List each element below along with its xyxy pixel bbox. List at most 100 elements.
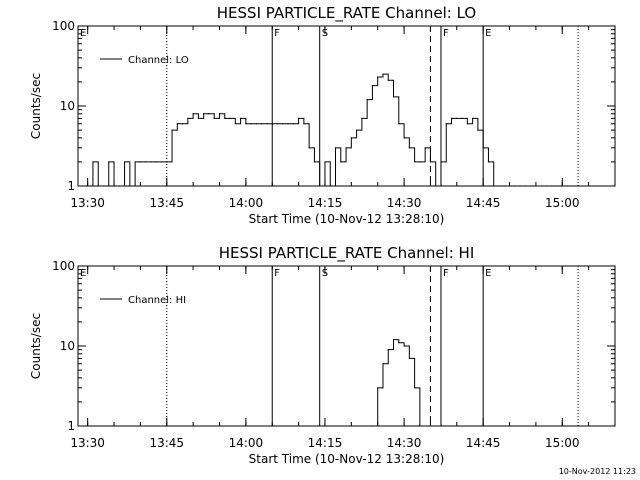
data-point — [245, 123, 247, 125]
data-point — [398, 342, 400, 344]
data-point — [408, 147, 410, 149]
event-marker-label: E — [485, 28, 491, 39]
data-point — [208, 113, 210, 115]
x-tick-label: 15:00 — [545, 196, 580, 210]
x-tick-label: 13:30 — [70, 436, 105, 450]
data-point — [435, 185, 437, 187]
y-axis-label: Counts/sec — [29, 73, 43, 139]
data-point — [371, 84, 374, 87]
data-point — [145, 161, 147, 163]
data-point — [303, 123, 305, 125]
data-point — [566, 185, 569, 187]
data-point — [403, 137, 405, 139]
data-point — [261, 123, 263, 125]
legend-label: Channel: HI — [128, 295, 186, 306]
data-point — [224, 117, 226, 119]
x-tick-label: 14:45 — [466, 196, 501, 210]
data-point — [387, 349, 389, 351]
data-point — [160, 161, 163, 163]
series-line — [372, 339, 426, 427]
data-point — [387, 79, 389, 81]
data-point — [424, 147, 426, 149]
data-point — [134, 161, 136, 163]
x-tick-label: 14:45 — [466, 436, 501, 450]
data-point — [403, 345, 405, 347]
data-point — [456, 117, 458, 119]
data-point — [203, 113, 205, 115]
data-point — [108, 161, 110, 163]
data-point — [213, 117, 215, 119]
y-axis-label: Counts/sec — [29, 313, 43, 379]
x-tick-label: 14:00 — [229, 436, 264, 450]
data-point — [324, 161, 326, 163]
data-point — [540, 185, 542, 187]
data-point — [545, 185, 548, 187]
data-point — [181, 123, 184, 125]
data-point — [255, 123, 258, 125]
data-point — [155, 161, 157, 163]
data-point — [313, 161, 316, 163]
data-point — [308, 147, 310, 149]
event-marker-label: S — [322, 268, 328, 279]
data-point — [298, 117, 300, 119]
data-point — [551, 185, 553, 187]
data-point — [113, 185, 115, 187]
x-tick-label: 13:45 — [149, 436, 184, 450]
data-point — [92, 161, 94, 163]
data-point — [535, 185, 537, 187]
data-point — [414, 387, 416, 389]
chart-panel-1: HESSI PARTICLE_RATE Channel: LO 1 10 100 13:… — [29, 4, 616, 226]
data-point — [276, 123, 279, 125]
data-point — [187, 117, 189, 119]
x-tick-label: 14:30 — [387, 436, 422, 450]
data-point — [524, 185, 526, 187]
data-point — [366, 99, 368, 101]
data-point — [530, 185, 532, 187]
data-point — [371, 425, 374, 427]
data-point — [498, 185, 500, 187]
data-point — [472, 117, 474, 119]
data-point — [218, 113, 221, 115]
y-tick-label: 100 — [52, 259, 75, 273]
data-point — [192, 113, 194, 115]
data-point — [266, 123, 268, 125]
data-point — [440, 161, 442, 163]
data-point — [356, 129, 358, 131]
data-point — [482, 147, 484, 149]
x-tick-label: 13:30 — [70, 196, 105, 210]
data-point — [508, 185, 511, 187]
data-point — [166, 161, 168, 163]
x-tick-label: 14:30 — [387, 196, 422, 210]
data-point — [123, 161, 126, 163]
data-point — [556, 185, 558, 187]
data-point — [392, 96, 395, 98]
x-axis-label: Start Time (10-Nov-12 13:28:10) — [249, 452, 445, 466]
data-point — [445, 123, 447, 125]
data-point — [519, 185, 521, 187]
data-point — [287, 123, 289, 125]
data-point — [239, 117, 242, 119]
event-marker-label: F — [443, 268, 449, 279]
data-point — [129, 185, 131, 187]
data-point — [419, 161, 421, 163]
data-point — [450, 117, 453, 119]
data-point — [419, 425, 421, 427]
data-point — [340, 161, 342, 163]
event-marker-label: F — [443, 28, 449, 39]
data-point — [271, 123, 273, 125]
event-marker-label: S — [322, 28, 328, 39]
data-point — [377, 387, 379, 389]
x-axis-label: Start Time (10-Nov-12 13:28:10) — [249, 212, 445, 226]
data-point — [176, 123, 178, 125]
chart-panel-2: HESSI PARTICLE_RATE Channel: HI 1 10 100 13:… — [29, 244, 616, 466]
data-point — [292, 123, 294, 125]
y-tick-label: 10 — [60, 99, 75, 113]
data-point — [81, 185, 83, 187]
footer-timestamp: 10-Nov-2012 11:23 — [559, 467, 636, 476]
x-tick-label: 13:45 — [149, 196, 184, 210]
data-point — [102, 185, 105, 187]
data-point — [408, 357, 410, 359]
data-point — [329, 185, 331, 187]
y-tick-label: 1 — [67, 179, 75, 193]
data-point — [392, 339, 395, 341]
